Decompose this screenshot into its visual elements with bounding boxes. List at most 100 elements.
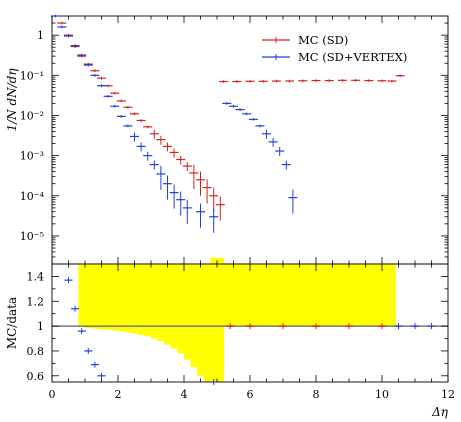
data-point-mc-sd xyxy=(209,187,219,212)
uncertainty-band-bin xyxy=(170,264,178,349)
uncertainty-band-bin xyxy=(329,264,337,327)
data-point-mc-sd-vertex xyxy=(196,203,205,228)
data-point-mc-sd-vertex xyxy=(169,184,179,209)
data-point-mc-sd xyxy=(123,105,133,109)
data-point-mc-sd-vertex xyxy=(281,160,291,170)
data-point-mc-sd xyxy=(57,21,67,25)
uncertainty-band-bin xyxy=(309,264,317,327)
data-point-mc-sd xyxy=(387,79,397,83)
data-point-mc-sd-vertex xyxy=(136,142,146,152)
data-point-mc-sd-vertex xyxy=(255,124,265,128)
data-point-mc-sd-vertex xyxy=(123,124,133,128)
uncertainty-band-bin xyxy=(91,264,99,329)
upper-panel: 1 10⁻¹ 10⁻² 10⁻³ 10⁻⁴ 10⁻⁵ 1/N dN/dη xyxy=(5,14,449,265)
data-point-mc-sd xyxy=(90,69,100,73)
lower-panel: 0 2 4 6 8 10 12 Δη 0.6 0.8 1 1.2 1.4 MC/data xyxy=(5,257,455,419)
data-point-mc-sd-vertex xyxy=(149,160,159,170)
data-point-mc-sd-vertex xyxy=(77,53,87,57)
y-tick-label: 0.8 xyxy=(27,345,45,358)
data-point-mc-sd xyxy=(169,148,179,158)
data-point-mc-sd xyxy=(324,79,334,83)
ratio-point-mc-sd xyxy=(246,323,254,330)
uncertainty-band-bin xyxy=(137,264,145,335)
lower-y-axis-label: MC/data xyxy=(5,297,19,349)
data-point-mc-sd-vertex xyxy=(242,112,252,116)
data-point-mc-sd xyxy=(182,162,192,172)
data-point-mc-sd-vertex xyxy=(57,25,67,29)
x-tick-label: 12 xyxy=(441,388,455,401)
y-tick-label: 10⁻¹ xyxy=(20,69,44,82)
y-tick-label: 1.2 xyxy=(27,295,45,308)
uncertainty-band-bin xyxy=(296,264,304,327)
uncertainty-band-bin xyxy=(335,264,343,327)
data-point-mc-sd-vertex xyxy=(235,108,245,112)
data-point-mc-sd xyxy=(189,164,199,189)
ratio-point-mc-sd-vertex xyxy=(394,323,403,330)
data-point-mc-sd xyxy=(163,142,172,152)
uncertainty-band-bin xyxy=(78,264,86,328)
uncertainty-band-bin xyxy=(256,264,264,327)
uncertainty-band-bin xyxy=(316,264,323,327)
uncertainty-band-bin xyxy=(118,264,125,332)
uncertainty-band-bin xyxy=(151,264,158,339)
uncertainty-band-bin xyxy=(203,264,211,382)
data-point-mc-sd-vertex xyxy=(156,165,166,190)
data-point-mc-sd-vertex xyxy=(70,44,80,48)
ratio-point-mc-sd xyxy=(345,323,353,330)
x-tick-label: 0 xyxy=(49,388,56,401)
uncertainty-band-bin xyxy=(382,264,389,327)
ratio-point-mc-sd xyxy=(279,323,287,330)
uncertainty-band-bin xyxy=(388,264,396,327)
y-tick-label: 1.4 xyxy=(27,270,45,283)
data-point-mc-sd-vertex xyxy=(130,132,139,142)
uncertainty-band-bin xyxy=(131,264,139,334)
data-point-mc-sd-vertex xyxy=(262,129,271,139)
uncertainty-band-bin xyxy=(230,264,238,327)
data-point-mc-sd-vertex xyxy=(209,208,219,233)
legend-label: MC (SD) xyxy=(298,33,348,47)
uncertainty-band-bin xyxy=(283,264,290,327)
data-point-mc-sd xyxy=(215,196,225,221)
uncertainty-band-bin xyxy=(197,264,205,376)
data-point-mc-sd xyxy=(176,155,186,165)
uncertainty-band-bin xyxy=(223,264,231,327)
ratio-point-mc-sd-vertex xyxy=(84,347,93,354)
ratio-point-mc-sd xyxy=(312,323,320,330)
data-point-mc-sd xyxy=(219,80,229,83)
data-point-mc-sd xyxy=(196,171,205,196)
x-tick-label: 8 xyxy=(313,388,320,401)
data-point-mc-sd xyxy=(395,74,405,78)
uncertainty-band-bin xyxy=(104,264,112,330)
x-axis-label: Δη xyxy=(431,405,449,419)
ratio-point-mc-sd-vertex xyxy=(64,277,73,284)
uncertainty-band-bin xyxy=(302,264,310,327)
uncertainty-band-bin xyxy=(157,264,165,342)
legend: MC (SD) MC (SD+VERTEX) xyxy=(262,33,407,64)
data-point-mc-sd-vertex xyxy=(275,147,285,157)
ratio-point-mc-sd-vertex xyxy=(71,305,80,312)
data-point-mc-sd-vertex xyxy=(268,137,278,147)
y-tick-label: 10⁻⁴ xyxy=(20,190,45,203)
data-point-mc-sd xyxy=(337,78,347,82)
ratio-point-mc-sd-vertex xyxy=(411,323,419,330)
data-point-mc-sd-vertex xyxy=(143,151,153,161)
data-point-mc-sd xyxy=(285,79,295,83)
uncertainty-band-bin xyxy=(124,264,132,333)
uncertainty-band-bin xyxy=(217,257,224,382)
uncertainty-band-bin xyxy=(190,264,198,368)
data-point-mc-sd xyxy=(364,79,374,83)
data-point-mc-sd xyxy=(258,79,268,83)
data-point-mc-sd xyxy=(143,125,153,129)
data-point-mc-sd xyxy=(116,99,126,103)
data-point-mc-sd xyxy=(271,79,281,83)
data-point-mc-sd xyxy=(149,129,159,139)
data-point-mc-sd xyxy=(311,79,321,83)
data-point-mc-sd xyxy=(136,119,146,122)
data-point-mc-sd-vertex xyxy=(64,34,73,38)
ratio-point-mc-sd-vertex xyxy=(97,372,106,379)
uncertainty-band-bin xyxy=(177,264,185,354)
uncertainty-band-bin xyxy=(111,264,119,331)
uncertainty-band-bin xyxy=(263,264,271,327)
uncertainty-band-bin xyxy=(250,264,257,327)
